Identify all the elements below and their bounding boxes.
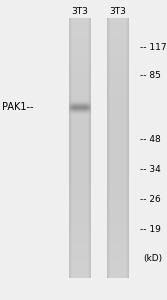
Text: -- 117: -- 117	[140, 44, 167, 52]
Text: -- 48: -- 48	[140, 136, 161, 145]
Text: -- 34: -- 34	[140, 166, 161, 175]
Text: 3T3: 3T3	[110, 8, 126, 16]
Text: -- 85: -- 85	[140, 70, 161, 80]
Text: -- 26: -- 26	[140, 196, 161, 205]
Text: 3T3: 3T3	[72, 8, 89, 16]
Text: (kD): (kD)	[143, 254, 162, 262]
Text: -- 19: -- 19	[140, 226, 161, 235]
Text: PAK1--: PAK1--	[2, 102, 34, 112]
